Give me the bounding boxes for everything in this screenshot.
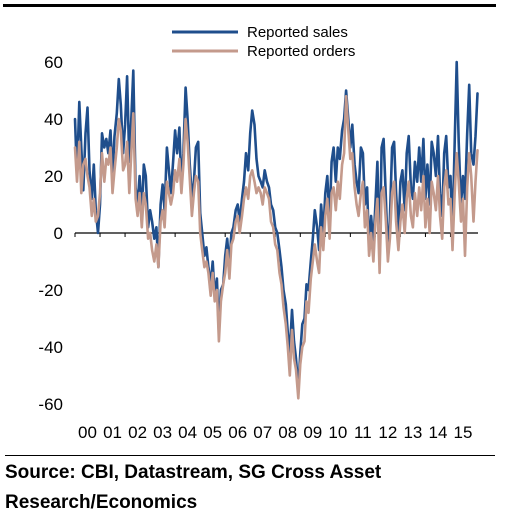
x-tick-label: 02 bbox=[128, 423, 147, 442]
legend-label: Reported orders bbox=[247, 43, 355, 60]
legend: Reported sales Reported orders bbox=[172, 24, 355, 60]
x-tick-label: 04 bbox=[178, 423, 197, 442]
series-line-reported-orders bbox=[73, 94, 479, 400]
x-tick-label: 05 bbox=[203, 423, 222, 442]
y-tick-label: 60 bbox=[44, 53, 63, 72]
series-lines bbox=[73, 60, 479, 400]
x-tick-label: 08 bbox=[278, 423, 297, 442]
x-tick-label: 06 bbox=[228, 423, 247, 442]
x-tick-label: 10 bbox=[328, 423, 347, 442]
x-tick-label: 12 bbox=[378, 423, 397, 442]
x-tick-label: 14 bbox=[428, 423, 447, 442]
source-note: Source: CBI, Datastream, SG Cross Asset … bbox=[5, 455, 495, 518]
x-tick-label: 15 bbox=[454, 423, 473, 442]
top-border-rule bbox=[3, 4, 496, 7]
x-tick-label: 07 bbox=[253, 423, 272, 442]
y-tick-label: 20 bbox=[44, 167, 63, 186]
axes: 60 40 20 0 -20 -40 -60 00 01 02 03 04 05 06 07 08 09 10 11… bbox=[38, 53, 478, 442]
line-chart: 60 40 20 0 -20 -40 -60 00 01 02 03 04 05 06 07 08 09 10 11… bbox=[38, 24, 479, 442]
y-tick-label: -60 bbox=[38, 395, 63, 414]
series-line-reported-sales bbox=[73, 60, 479, 392]
x-tick-label: 03 bbox=[153, 423, 172, 442]
y-tick-label: 0 bbox=[54, 224, 63, 243]
x-tick-label: 00 bbox=[78, 423, 97, 442]
x-tick-label: 13 bbox=[403, 423, 422, 442]
x-tick-label: 09 bbox=[303, 423, 322, 442]
x-tick-label: 11 bbox=[354, 423, 372, 442]
y-tick-label: 40 bbox=[44, 110, 63, 129]
x-tick-label: 01 bbox=[103, 423, 122, 442]
y-tick-label: -40 bbox=[38, 338, 63, 357]
y-tick-label: -20 bbox=[38, 281, 63, 300]
legend-label: Reported sales bbox=[247, 24, 348, 41]
